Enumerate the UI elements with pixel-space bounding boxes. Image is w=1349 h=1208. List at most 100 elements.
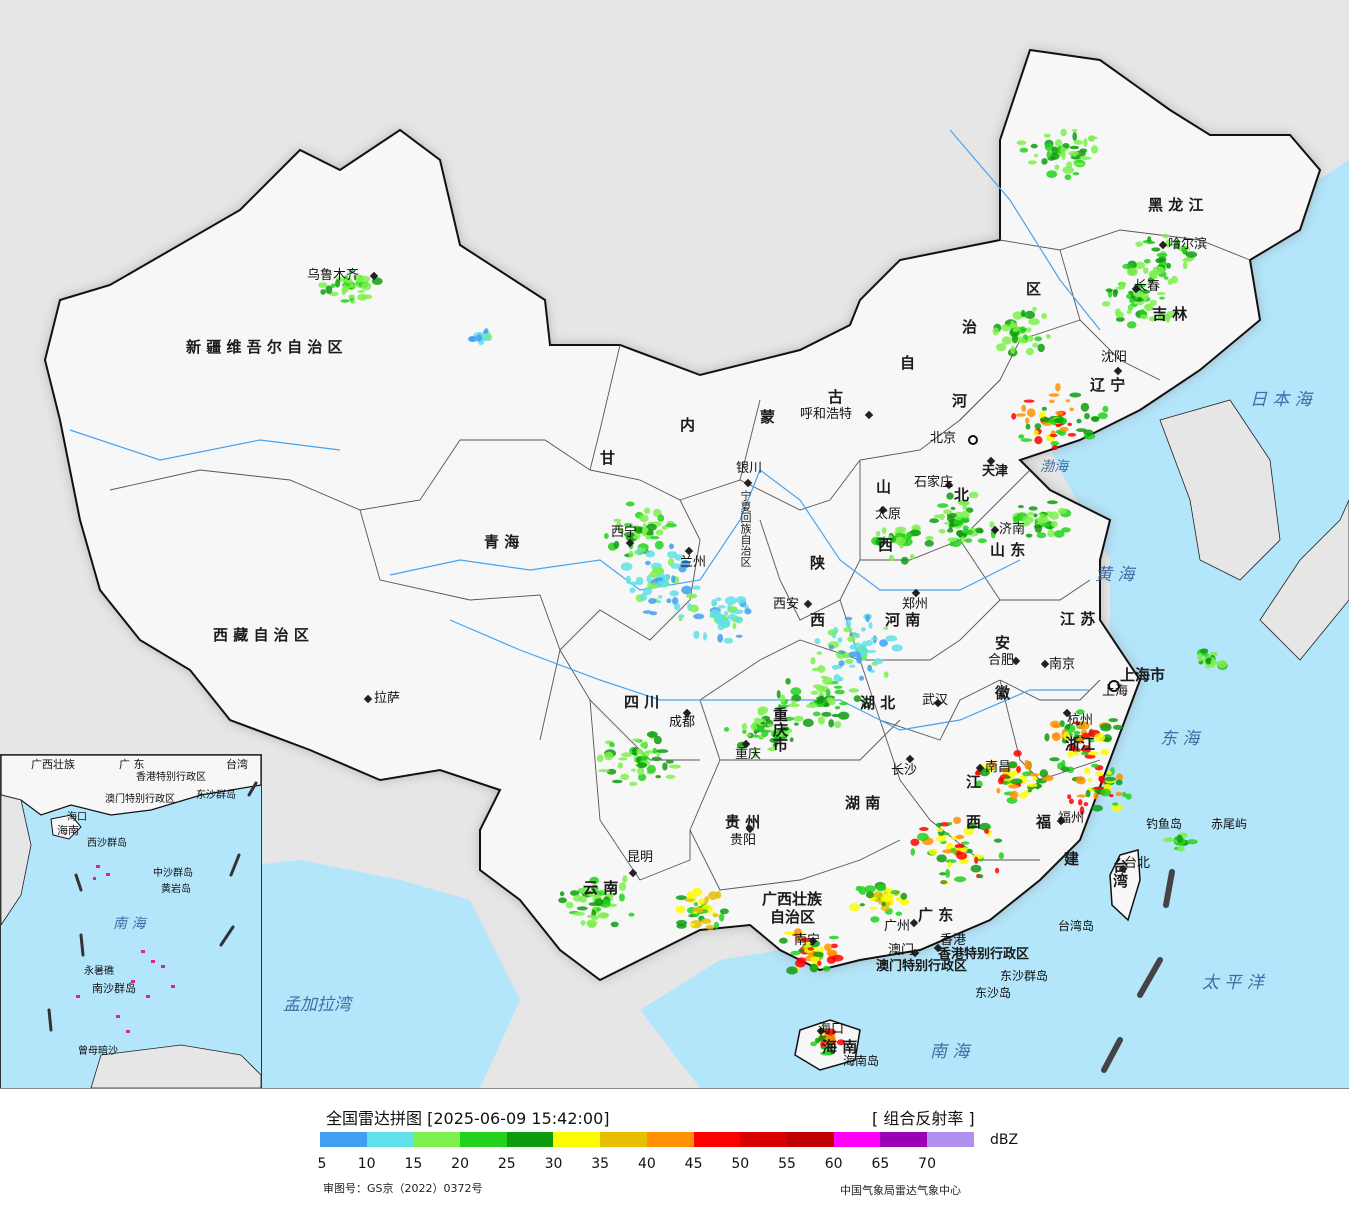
radar-echo [1148, 270, 1157, 279]
radar-echo [1102, 405, 1109, 413]
radar-echo [1049, 434, 1058, 437]
radar-echo [888, 554, 895, 562]
radar-echo [938, 529, 946, 534]
radar-echo [933, 514, 942, 519]
radar-echo [1019, 326, 1027, 334]
radar-echo [671, 575, 676, 583]
radar-echo [1039, 513, 1046, 521]
radar-echo [977, 538, 987, 543]
inset-label-nanhai: 南 海 [113, 916, 146, 932]
radar-echo [780, 694, 786, 703]
label-ningxia: 宁夏回族自治区 [739, 490, 752, 567]
radar-echo [1063, 731, 1071, 741]
korea-land [1159, 399, 1281, 581]
radar-echo [1041, 406, 1047, 411]
radar-echo [623, 523, 633, 527]
radar-echo [848, 688, 859, 693]
radar-echo [760, 721, 766, 725]
radar-echo [1156, 292, 1166, 295]
radar-echo [807, 947, 814, 951]
radar-echo [618, 893, 625, 902]
label-shanxi-1: 山 [876, 478, 892, 496]
radar-echo [634, 526, 644, 534]
radar-echo [646, 764, 657, 774]
radar-echo [884, 887, 892, 894]
radar-echo [646, 523, 657, 531]
radar-echo [964, 538, 973, 543]
radar-echo [650, 582, 658, 589]
radar-echo [672, 597, 679, 605]
radar-echo [876, 884, 887, 892]
radar-echo [956, 852, 968, 860]
radar-echo [1046, 500, 1058, 505]
radar-echo [1025, 423, 1031, 430]
radar-echo [953, 519, 964, 526]
radar-echo [349, 283, 355, 289]
radar-echo [944, 521, 950, 525]
radar-echo [1041, 522, 1051, 528]
radar-echo [788, 703, 800, 708]
radar-echo [1126, 321, 1137, 329]
radar-echo [895, 536, 907, 545]
radar-echo [828, 935, 840, 940]
radar-echo [723, 727, 730, 732]
radar-echo [604, 751, 614, 761]
city-shanghai: 上海 [1102, 684, 1129, 699]
radar-echo [576, 906, 588, 911]
radar-echo [958, 532, 967, 539]
radar-echo [341, 279, 349, 283]
radar-echo [732, 622, 737, 630]
label-hk: 香港特别行政区 [938, 947, 1030, 962]
radar-echo [646, 731, 658, 738]
radar-echo [678, 614, 685, 618]
radar-echo [936, 854, 947, 863]
radar-echo [1024, 760, 1029, 765]
radar-echo [1019, 147, 1029, 153]
inset-svg [1, 755, 261, 1088]
radar-echo [639, 514, 649, 523]
sea-japan: 日 本 海 [1250, 390, 1312, 410]
radar-echo [1034, 436, 1043, 445]
radar-echo [1088, 739, 1095, 743]
scale-segment-65 [880, 1132, 927, 1147]
radar-echo [880, 905, 890, 911]
radar-echo [1055, 423, 1062, 428]
radar-echo [676, 919, 688, 927]
radar-echo [1115, 286, 1125, 290]
radar-echo [1047, 529, 1055, 538]
radar-echo [1112, 289, 1118, 298]
radar-echo [1017, 505, 1024, 509]
radar-echo [596, 754, 604, 763]
radar-echo [1115, 779, 1123, 786]
map-title: 全国雷达拼图 [2025-06-09 15:42:00] [326, 1109, 610, 1128]
radar-echo [1028, 318, 1040, 326]
radar-echo [636, 547, 643, 555]
radar-echo [1061, 766, 1070, 772]
island-hainan: 海南岛 [843, 1054, 880, 1068]
radar-echo [984, 828, 990, 834]
radar-echo [665, 774, 676, 779]
radar-echo [955, 847, 963, 851]
radar-echo [1083, 429, 1094, 436]
radar-echo [947, 822, 953, 826]
radar-echo [883, 626, 889, 630]
island-taiwan: 台湾岛 [1058, 919, 1095, 933]
radar-echo [910, 838, 920, 846]
radar-echo [622, 875, 628, 883]
scale-tick-55: 55 [778, 1156, 796, 1172]
radar-echo [1116, 773, 1124, 782]
inset-dashes [47, 781, 258, 1032]
radar-echo [1025, 327, 1032, 333]
label-macau: 澳门特别行政区 [876, 959, 968, 974]
radar-echo [1000, 767, 1012, 772]
radar-echo [1024, 310, 1036, 319]
radar-echo [1148, 316, 1157, 322]
label-heilongjiang: 黑 龙 江 [1148, 196, 1204, 214]
city-shenyang: 沈阳 [1101, 350, 1128, 365]
radar-echo [1010, 790, 1019, 800]
radar-echo [945, 868, 951, 878]
radar-echo [769, 737, 781, 743]
radar-echo [822, 676, 833, 686]
radar-echo [828, 719, 835, 728]
radar-echo [604, 893, 616, 897]
